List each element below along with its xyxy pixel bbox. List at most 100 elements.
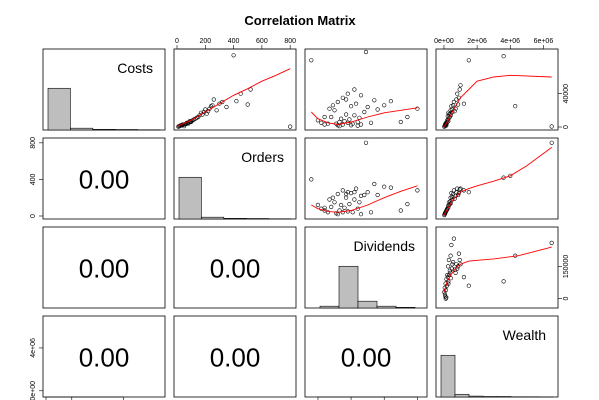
scatter-point-dividends-vs-costs-29 [388,99,394,104]
scatter-point-dividends-vs-costs-27 [375,107,380,112]
scatter-point-orders-vs-costs-29 [211,97,216,102]
scatter-point-dividends-vs-orders-37 [330,195,336,200]
tick-label-orders-3: 600 [256,38,268,45]
tick-label-wealth_left-0: 0e+00 [30,381,37,400]
scatter-point-dividends-vs-costs-25 [368,120,374,125]
histogram-bar-wealth-2 [468,395,484,398]
variable-label-costs: Costs [117,60,153,76]
scatter-point-wealth-vs-dividends-22 [444,283,450,288]
scatter-point-dividends-vs-costs-40 [352,87,357,92]
scatter-point-dividends-vs-orders-1 [315,202,321,208]
variable-label-orders: Orders [241,149,284,165]
scatter-point-dividends-vs-orders-31 [405,202,410,207]
panel-frame-orders-costs [42,137,166,220]
scatter-point-dividends-vs-costs-32 [415,106,420,111]
panel-frame-dividends-costs [42,226,166,309]
histogram-bar-dividends-0 [319,305,340,309]
scatter-point-wealth-vs-dividends-6 [446,257,452,263]
scatter-point-wealth-vs-dividends-31 [456,264,461,269]
scatter-point-wealth-vs-orders-34 [443,210,448,215]
correlation-value-wealth-orders: 0.00 [210,343,261,373]
scatter-point-dividends-vs-costs-15 [347,117,352,122]
tick-label-orders-0: 0 [175,38,179,45]
scatter-point-dividends-vs-orders-33 [363,140,369,145]
scatter-point-dividends-vs-orders-10 [339,202,344,208]
tick-label-orders_left-1: 400 [30,173,37,185]
histogram-bar-dividends-1 [338,265,359,309]
scatter-point-wealth-vs-dividends-11 [451,236,457,241]
scatter-point-wealth-vs-costs-20 [549,124,554,129]
scatter-point-dividends-vs-orders-41 [358,193,364,198]
scatter-point-wealth-vs-costs-15 [458,83,463,88]
scatter-point-orders-vs-costs-44 [208,104,214,109]
panel-frame-wealth-orders [173,315,297,398]
scatter-point-dividends-vs-costs-16 [349,104,354,109]
histogram-bar-dividends-3 [376,305,397,309]
scatter-point-wealth-vs-dividends-28 [451,260,456,265]
scatter-point-wealth-vs-dividends-9 [449,242,454,248]
scatter-point-dividends-vs-costs-19 [354,101,359,106]
scatter-point-wealth-vs-dividends-27 [449,266,455,271]
scatter-point-orders-vs-costs-31 [220,99,225,105]
scatter-point-dividends-vs-costs-36 [335,99,340,105]
panel-frame-costs-orders [173,48,297,131]
scatter-point-dividends-vs-costs-24 [365,104,370,110]
scatter-point-dividends-vs-costs-41 [358,93,364,98]
histogram-bar-dividends-4 [395,307,416,309]
scatter-point-dividends-vs-costs-0 [309,58,314,63]
scatter-point-dividends-vs-orders-39 [322,205,327,210]
scatter-point-wealth-vs-dividends-10 [450,262,455,267]
histogram-bar-wealth-1 [454,393,470,398]
variable-label-dividends: Dividends [354,238,415,254]
scatter-point-wealth-vs-orders-28 [451,191,456,197]
scatter-point-wealth-vs-dividends-15 [458,262,463,267]
scatter-point-dividends-vs-costs-10 [339,116,344,121]
chart-title: Correlation Matrix [244,13,356,28]
histogram-bar-costs-2 [92,129,116,131]
scatter-point-dividends-vs-orders-25 [368,210,374,215]
scatter-point-dividends-vs-orders-26 [372,181,377,187]
panel-frame-dividends-wealth [435,226,559,309]
scatter-point-wealth-vs-dividends-8 [448,253,453,258]
scatter-point-dividends-vs-costs-38 [327,106,332,111]
tick-label-costs_right-0: 0 [563,125,570,129]
smoother-line-wealth-vs-dividends [443,246,552,293]
smoother-line-wealth-vs-costs [443,74,552,127]
scatter-point-dividends-vs-orders-13 [344,195,349,200]
histogram-bar-orders-0 [178,176,202,220]
scatter-point-wealth-vs-dividends-5 [446,264,451,269]
scatter-point-wealth-vs-orders-29 [452,196,457,201]
scatter-point-wealth-vs-dividends-7 [447,268,452,273]
tick-label-costs_right-1: 40000 [563,84,570,104]
scatter-point-wealth-vs-costs-17 [466,58,471,63]
scatter-point-dividends-vs-orders-22 [358,212,364,217]
scatter-point-wealth-vs-orders-23 [446,205,451,210]
histogram-bar-costs-1 [70,127,94,131]
scatter-point-wealth-vs-costs-18 [501,54,506,59]
histogram-bar-wealth-0 [440,354,456,398]
tick-label-wealth_left-1: 4e+06 [30,338,37,358]
scatter-point-wealth-vs-costs-28 [451,103,456,108]
smoother-line-dividends-vs-costs [310,107,418,125]
tick-label-orders-1: 200 [199,38,211,45]
scatter-point-dividends-vs-orders-29 [388,185,394,190]
scatter-point-dividends-vs-costs-34 [340,95,345,100]
scatter-point-wealth-vs-costs-35 [443,122,448,127]
scatter-point-dividends-vs-costs-30 [398,119,403,125]
scatter-point-wealth-vs-costs-38 [446,110,451,115]
variable-label-wealth: Wealth [503,327,546,343]
scatter-point-orders-vs-costs-14 [231,53,236,58]
tick-label-dividends_right-1: 150000 [563,255,570,278]
scatter-point-dividends-vs-orders-12 [342,205,347,210]
scatter-point-wealth-vs-dividends-36 [444,295,449,300]
scatter-point-dividends-vs-orders-15 [347,202,352,207]
scatter-point-wealth-vs-dividends-18 [501,279,506,284]
panel-frame-orders-wealth [435,137,559,220]
scatter-point-wealth-vs-orders-11 [451,188,457,193]
scatter-point-dividends-vs-orders-36 [335,191,340,197]
scatter-point-dividends-vs-orders-27 [375,192,380,198]
tick-label-wealth-1: 2e+06 [467,38,487,45]
scatter-point-orders-vs-costs-45 [288,124,293,129]
correlation-value-wealth-costs: 0.00 [79,343,130,373]
tick-label-dividends_right-0: 0 [563,297,570,301]
